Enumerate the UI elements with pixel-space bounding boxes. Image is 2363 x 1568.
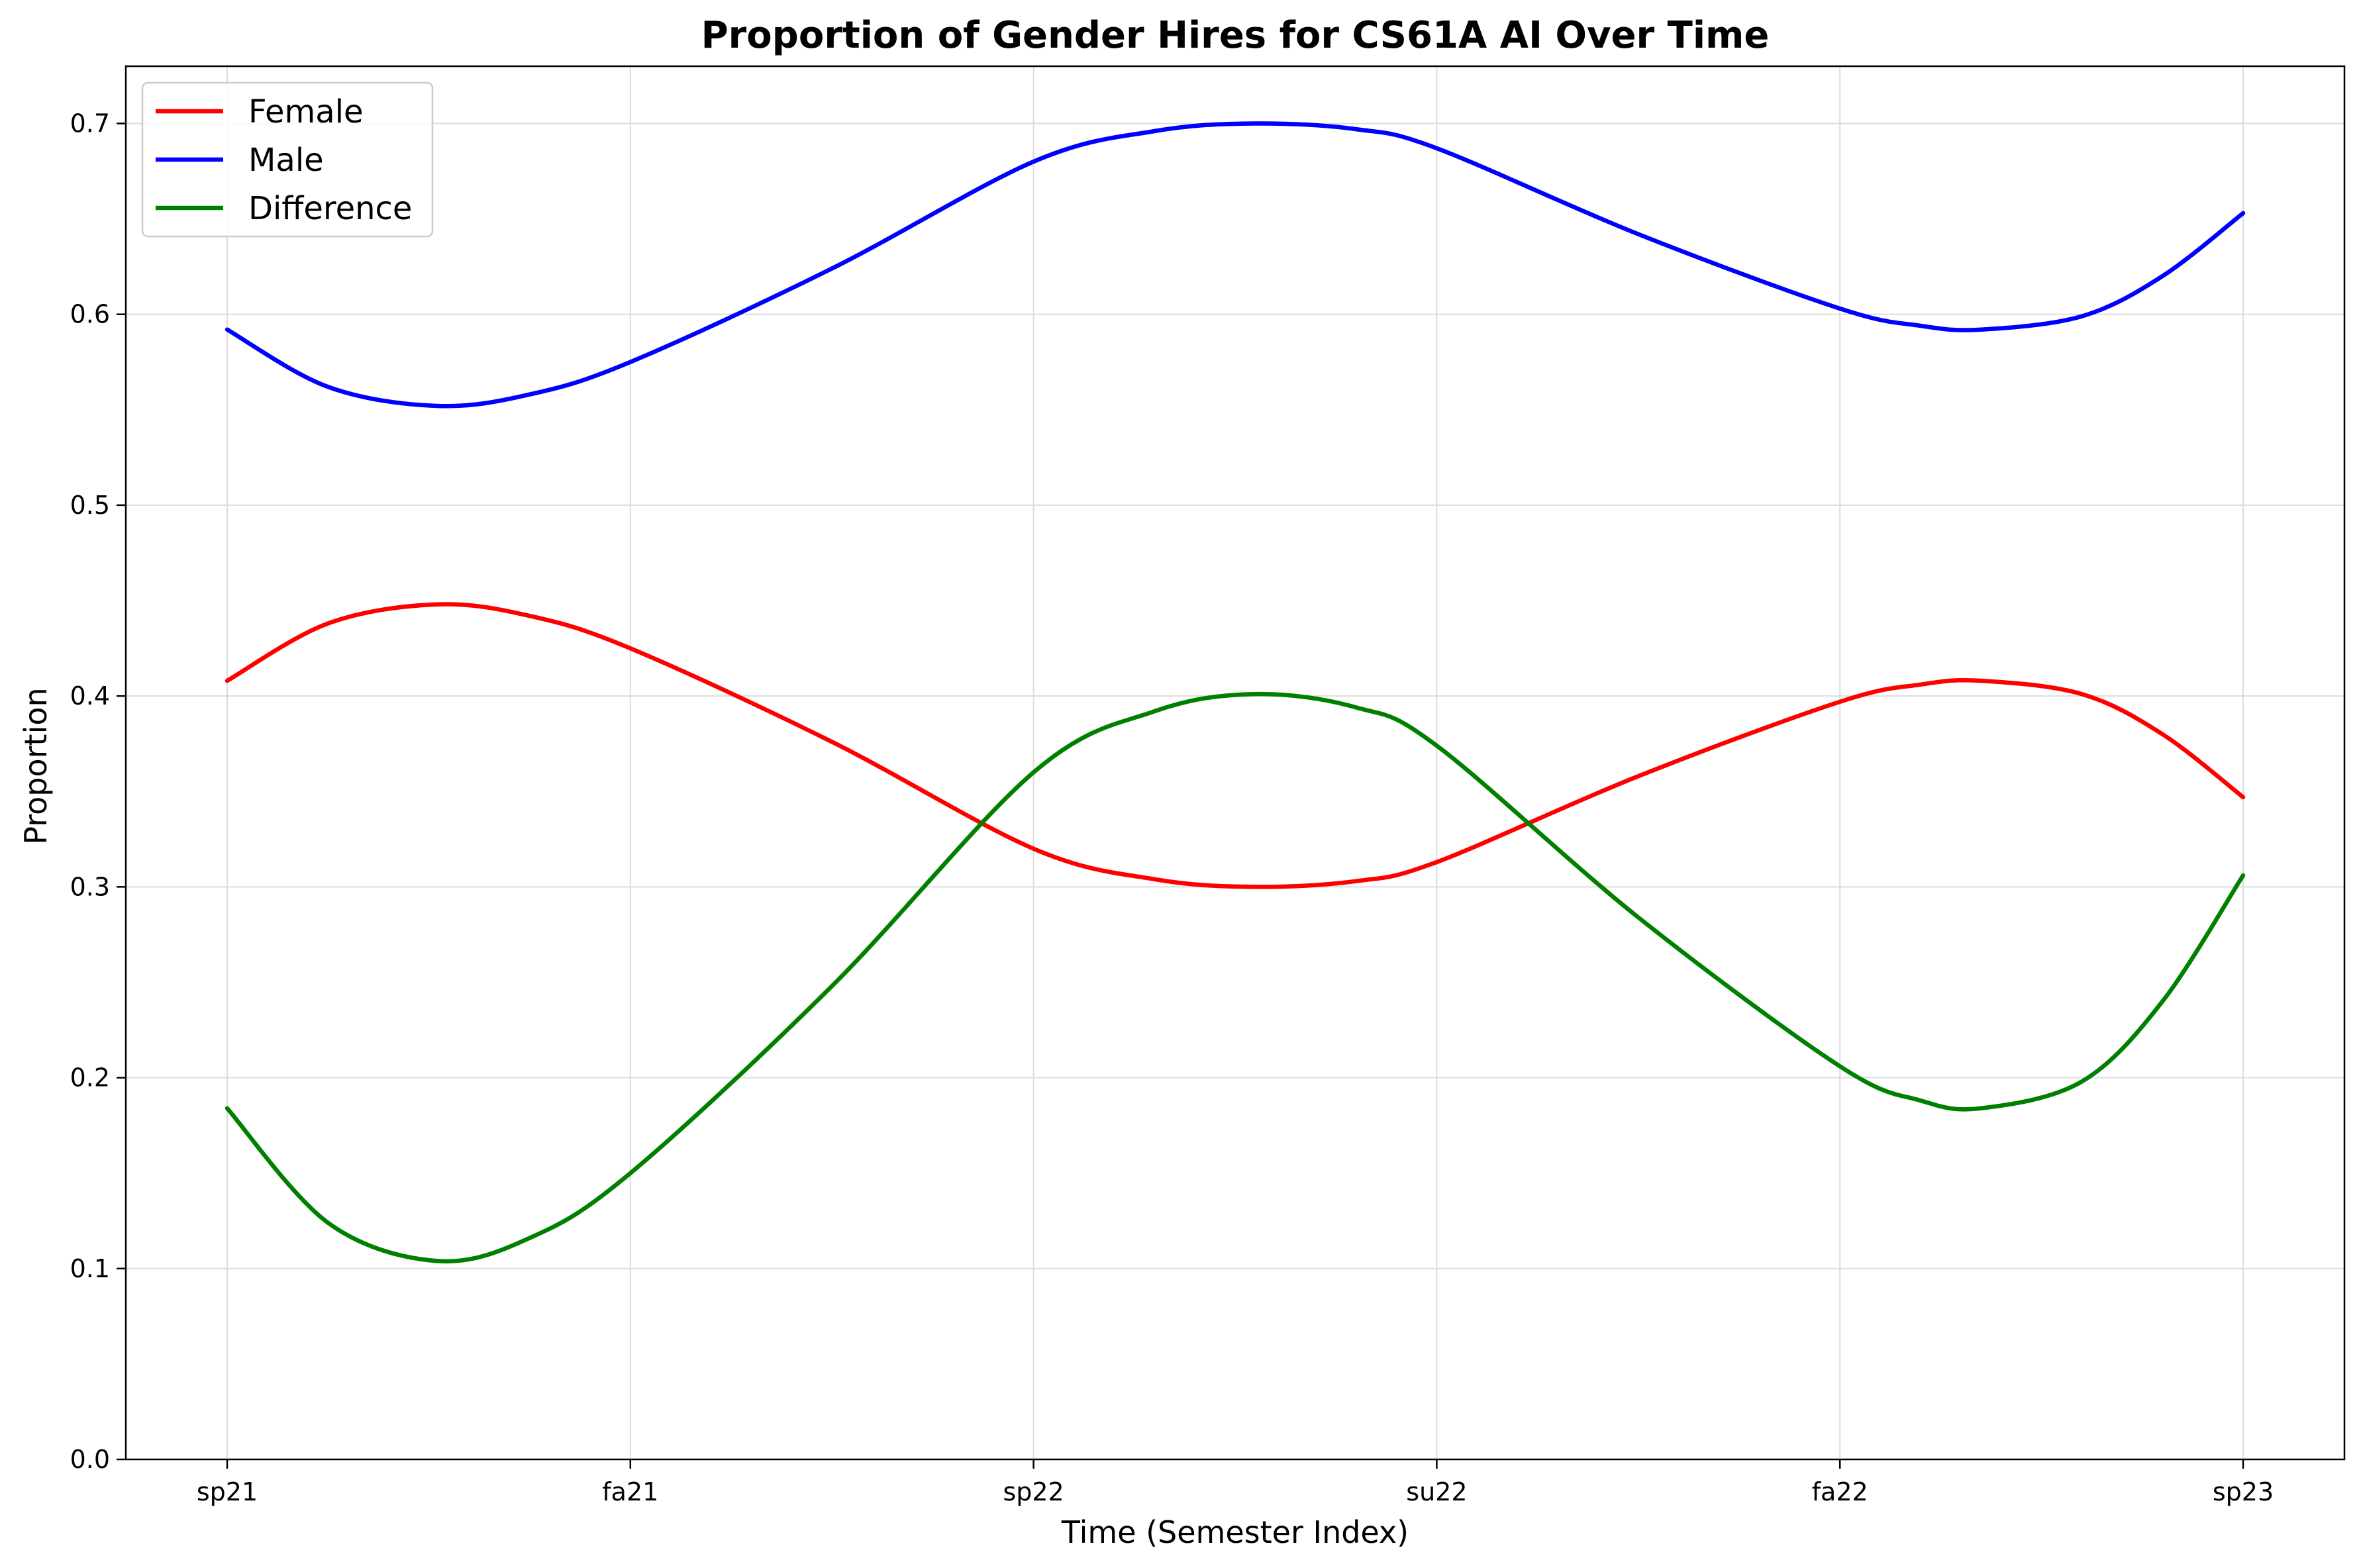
series-line-male [225,121,2246,409]
x-tick-label: sp23 [2213,1477,2274,1506]
y-tick-label: 0.6 [70,300,110,329]
y-tick-label: 0.7 [70,109,110,138]
legend-label-male: Male [248,142,324,179]
legend-label-female: Female [248,93,364,130]
x-tick-label: fa21 [602,1477,658,1506]
y-tick-label: 0.1 [70,1254,110,1283]
y-axis-label: Proportion [18,687,54,844]
x-tick-label: sp21 [197,1477,258,1506]
y-tick-label: 0.2 [70,1063,110,1093]
chart-title: Proportion of Gender Hires for CS61A AI … [701,14,1770,57]
legend-box [141,81,434,238]
series-layer [225,121,2246,1264]
y-axis: 0.0 0.1 0.2 0.3 0.4 0.5 0.6 0.7 [70,109,126,1474]
plot-frame [125,65,2346,1461]
legend-label-difference: Difference [248,190,412,227]
y-tick-label: 0.0 [70,1445,110,1474]
x-tick-label: su22 [1406,1477,1467,1506]
legend: Female Male Difference [141,81,434,238]
x-tick-label: fa22 [1812,1477,1868,1506]
series-line-female [225,602,2246,889]
y-tick-label: 0.4 [70,681,110,710]
x-axis: sp21 fa21 sp22 su22 fa22 sp23 [197,1459,2274,1506]
series-line-difference [225,691,2246,1264]
x-tick-label: sp22 [1003,1477,1064,1506]
x-axis-label: Time (Semester Index) [1061,1514,1409,1550]
y-tick-label: 0.3 [70,872,110,901]
y-tick-label: 0.5 [70,491,110,520]
